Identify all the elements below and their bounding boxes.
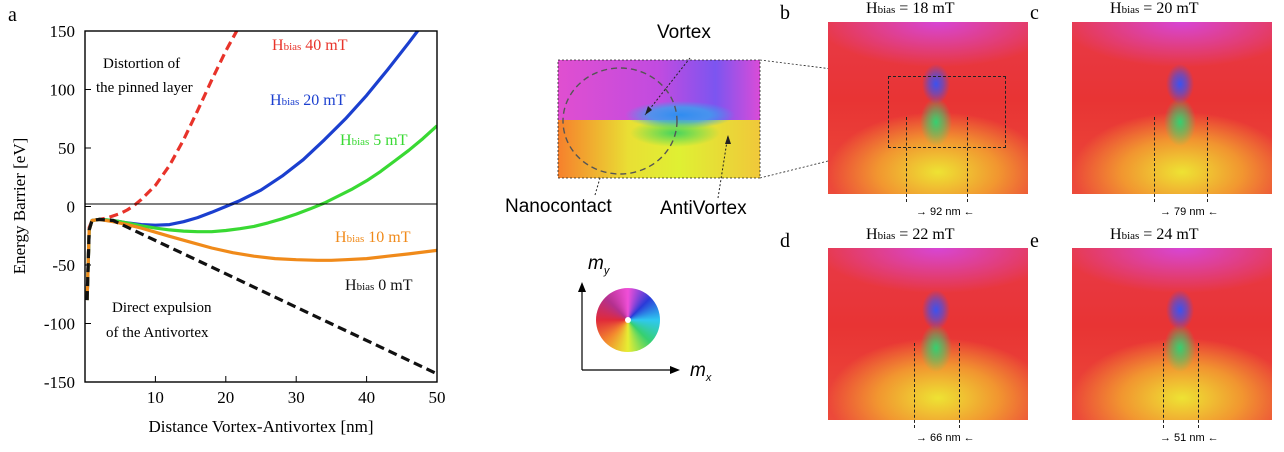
scale-guides-e	[1163, 343, 1199, 428]
zoom-region-box	[888, 76, 1006, 148]
y-tick-label: 50	[58, 139, 75, 158]
annotation-distortion-line2: the pinned layer	[96, 80, 193, 96]
series-line-10-mT	[85, 217, 437, 301]
magnetization-map-b	[828, 22, 1028, 194]
y-tick-label: -50	[52, 256, 75, 275]
panel-letter-d: d	[780, 230, 790, 252]
series-line-5-mT	[85, 124, 437, 301]
magnetization-map-e	[1072, 248, 1272, 420]
axis-mx-label: mx	[690, 360, 712, 384]
panel-letter-e: e	[1030, 230, 1039, 252]
x-tick-label: 30	[288, 388, 305, 407]
magnetization-axes	[578, 282, 680, 374]
panel-letter-a: a	[8, 4, 17, 26]
nanocontact-label: Nanocontact	[505, 196, 612, 217]
magnetization-map-d	[828, 248, 1028, 420]
y-axis-label: Energy Barrier [eV]	[10, 137, 29, 275]
vortex-label: Vortex	[657, 22, 711, 43]
magnetization-map-c	[1072, 22, 1272, 194]
series-label-40mT: Hbias 40 mT	[272, 37, 348, 54]
annotation-distortion-line1: Distortion of	[103, 56, 181, 72]
panel-letter-b: b	[780, 2, 790, 24]
x-tick-label: 10	[147, 388, 164, 407]
series-label-10mT: Hbias 10 mT	[335, 229, 411, 246]
x-tick-label: 40	[358, 388, 375, 407]
panel-title-e: Hbias = 24 mT	[1110, 226, 1199, 243]
panel-title-b: Hbias = 18 mT	[866, 0, 955, 17]
y-tick-label: 100	[50, 81, 76, 100]
antivortex-label: AntiVortex	[660, 198, 747, 219]
axis-my-label: my	[588, 253, 610, 277]
panel-letter-c: c	[1030, 2, 1039, 24]
x-tick-label: 20	[217, 388, 234, 407]
scale-label-c: → 79 nm ←	[1160, 206, 1219, 218]
x-axis-label: Distance Vortex-Antivortex [nm]	[148, 417, 374, 436]
series-line-0-mT	[85, 217, 437, 376]
scale-guides-d	[914, 343, 960, 428]
annotation-expulsion-line2: of the Antivortex	[106, 325, 209, 341]
y-tick-label: 150	[50, 22, 76, 41]
energy-barrier-chart: 10 20 30 40 50 150 100 50 0 -50 -100 -150	[44, 22, 446, 407]
y-tick-label: -100	[44, 315, 75, 334]
panel-title-c: Hbias = 20 mT	[1110, 0, 1199, 17]
vortex-inset	[557, 59, 761, 179]
panel-title-d: Hbias = 22 mT	[866, 226, 955, 243]
series-label-5mT: Hbias 5 mT	[340, 132, 408, 149]
scale-label-b: → 92 nm ←	[916, 206, 975, 218]
scale-label-d: → 66 nm ←	[916, 432, 975, 444]
series-label-0mT: Hbias 0 mT	[345, 277, 413, 294]
scale-label-e: → 51 nm ←	[1160, 432, 1219, 444]
annotation-expulsion-line1: Direct expulsion	[112, 300, 212, 316]
y-tick-label: 0	[67, 198, 76, 217]
x-tick-label: 50	[429, 388, 446, 407]
series-label-20mT: Hbias 20 mT	[270, 92, 346, 109]
plot-frame	[84, 30, 438, 383]
color-wheel	[596, 288, 660, 352]
scale-guides-c	[1154, 117, 1208, 202]
y-tick-label: -150	[44, 373, 75, 392]
scale-guides-b	[906, 117, 968, 202]
